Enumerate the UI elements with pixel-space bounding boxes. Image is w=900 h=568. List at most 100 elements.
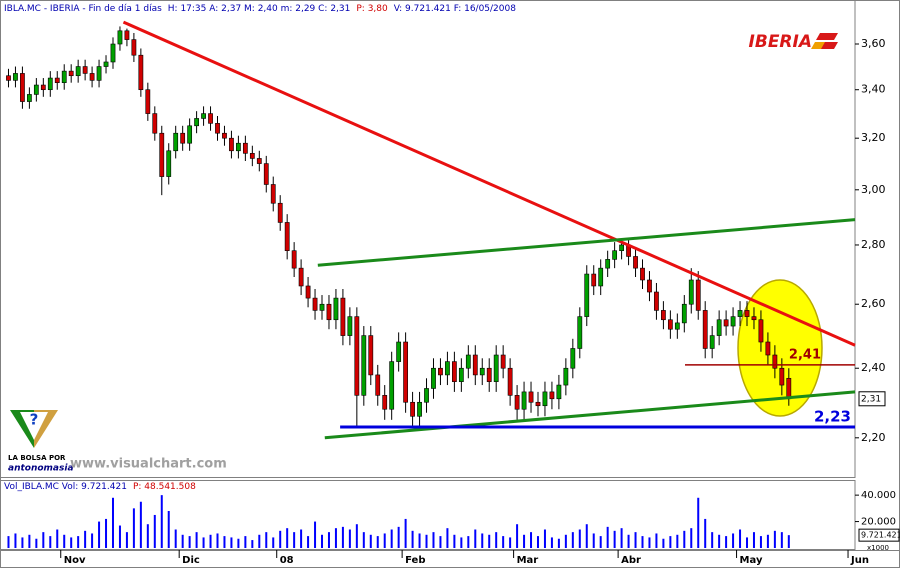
volume-bar (167, 510, 170, 548)
candle-body (284, 222, 290, 251)
volume-bar (223, 536, 226, 548)
volume-bar (495, 532, 498, 548)
candle-body (431, 367, 436, 389)
header-part: Vol_IBLA.MC Vol: 9.721.421 (4, 482, 127, 492)
level-label: 2,41 (789, 347, 821, 362)
volume-bar (355, 524, 358, 548)
volume-bar (181, 534, 184, 548)
candle-body (54, 77, 60, 83)
candle-body (681, 303, 687, 324)
candle-body (6, 75, 11, 81)
candle-body (333, 297, 339, 321)
candle-body (549, 391, 555, 400)
candle-body (542, 391, 548, 407)
volume-bar (711, 532, 714, 548)
volume-bar (348, 529, 351, 548)
y-tick-label: 3,40 (861, 83, 886, 96)
volume-bar (258, 534, 261, 548)
header-part: P: 3,80 (356, 4, 388, 14)
volume-bar (300, 529, 303, 548)
candle-body (312, 297, 318, 311)
volume-bar (84, 530, 87, 548)
candle-body (674, 322, 680, 330)
candle-body (744, 310, 750, 317)
candle-body (563, 367, 569, 386)
candle-body (445, 361, 450, 376)
volume-bar (523, 534, 526, 548)
volume-bar (641, 536, 644, 548)
price-header: IBLA.MC - IBERIA - Fin de día 1 días H: 1… (4, 4, 516, 14)
candle-body (124, 30, 130, 40)
candle-body (208, 113, 213, 124)
candle-body (33, 84, 39, 95)
volume-bar (599, 536, 602, 548)
candle-body (786, 377, 792, 400)
candle-body (486, 367, 492, 382)
volume-bar (216, 533, 219, 548)
volume-bar (543, 529, 546, 548)
volume-bar (77, 536, 80, 548)
volume-bar (160, 495, 163, 548)
candle-body (382, 395, 388, 410)
candle-body (772, 354, 778, 369)
candle-body (354, 316, 360, 396)
volume-bar (230, 537, 233, 548)
candle-body (368, 335, 374, 376)
candle-body (765, 341, 771, 356)
volume-bar (536, 536, 539, 548)
candle-body (702, 310, 708, 349)
candle-body (410, 401, 415, 417)
volume-bar (397, 526, 400, 548)
volume-bar (98, 521, 101, 548)
candle-body (75, 66, 81, 77)
volume-bar (425, 534, 428, 548)
candle-body (758, 319, 764, 343)
candle-body (26, 94, 32, 102)
volume-bar (411, 530, 414, 548)
candle-body (61, 70, 67, 83)
volume-bar (752, 532, 755, 548)
candle-body (500, 354, 506, 369)
volume-bar (530, 532, 533, 548)
volume-bar (780, 532, 783, 548)
volume-bar (7, 536, 10, 548)
volume-bar (613, 530, 616, 548)
volume-bar (773, 530, 776, 548)
candle-body (633, 256, 638, 269)
candle-body (667, 319, 673, 330)
volume-bar (111, 497, 114, 548)
badge-shape (20, 412, 48, 440)
volume-bar (28, 534, 31, 548)
candle-body (277, 202, 283, 223)
volume-bar (509, 537, 512, 548)
volume-bar (91, 533, 94, 548)
candle-body (131, 39, 137, 56)
volume-bar (174, 529, 177, 548)
y-tick-label: 2,20 (861, 431, 886, 444)
volume-bar (655, 533, 658, 548)
volume-bar (125, 532, 128, 548)
volume-bar (439, 536, 442, 548)
candle-body (361, 335, 367, 396)
trend-line (122, 20, 856, 347)
volume-bar (550, 537, 553, 548)
volume-bar (578, 529, 581, 548)
logo-shape (821, 42, 838, 49)
candle-body (458, 367, 464, 382)
y-tick-label: 3,60 (861, 37, 886, 50)
volume-bar (209, 534, 212, 548)
volume-bar (279, 530, 282, 548)
volume-bar (327, 532, 330, 548)
candle-body (347, 316, 353, 336)
volume-bar (481, 533, 484, 548)
candle-body (730, 316, 736, 327)
candle-body (236, 142, 241, 152)
y-tick-label: 2,40 (861, 361, 886, 374)
badge-logo: ? LA BOLSA POR antonomasia (8, 410, 74, 474)
volume-bar (474, 529, 477, 548)
volume-bar (446, 528, 449, 548)
volume-bar (746, 537, 749, 548)
volume-bar (118, 525, 121, 548)
candle-body (166, 150, 172, 177)
